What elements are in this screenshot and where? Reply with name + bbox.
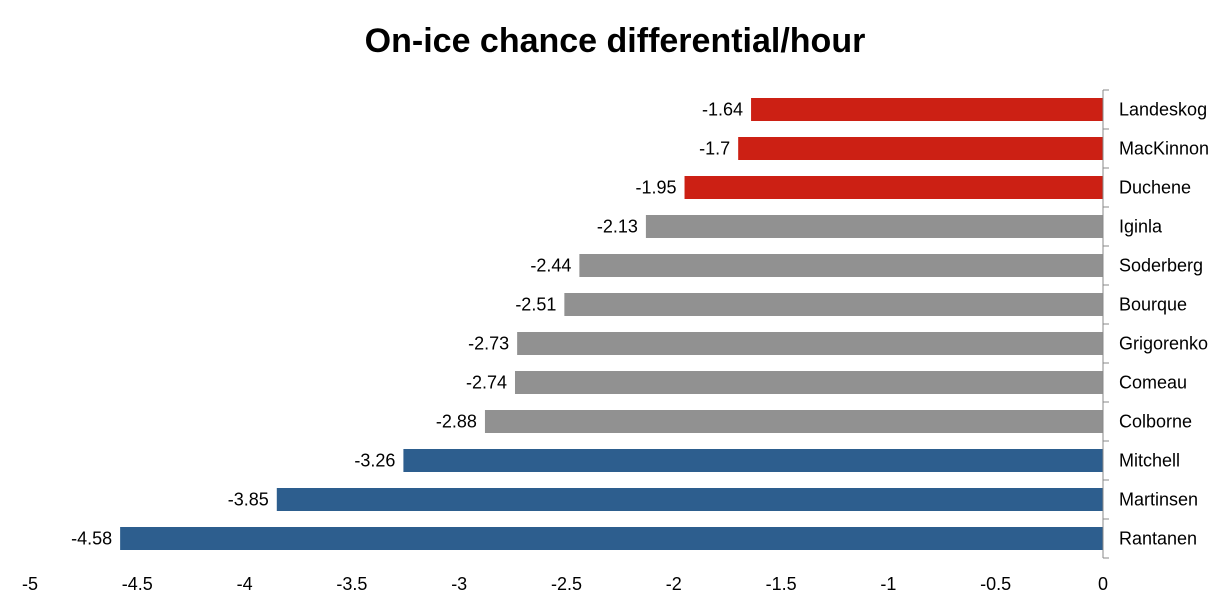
x-tick-label: -3: [451, 574, 467, 594]
category-label-bourque: Bourque: [1119, 295, 1187, 315]
bar-soderberg: [579, 254, 1103, 277]
category-label-soderberg: Soderberg: [1119, 256, 1203, 276]
value-label-landeskog: -1.64: [702, 100, 743, 120]
bar-duchene: [684, 176, 1103, 199]
bar-colborne: [484, 410, 1103, 433]
value-label-duchene: -1.95: [635, 178, 676, 198]
value-label-comeau: -2.74: [466, 373, 507, 393]
bar-landeskog: [751, 98, 1103, 121]
x-tick-label: -4.5: [122, 574, 153, 594]
chart-title: On-ice chance differential/hour: [364, 22, 866, 60]
x-tick-label: -5: [22, 574, 38, 594]
value-label-grigorenko: -2.73: [468, 334, 509, 354]
value-label-iginla: -2.13: [597, 217, 638, 237]
x-tick-label: -0.5: [980, 574, 1011, 594]
value-label-soderberg: -2.44: [530, 256, 571, 276]
bar-iginla: [645, 215, 1103, 238]
bar-martinsen: [276, 488, 1103, 511]
value-axis-tick-labels: -5 -4.5 -4 -3.5 -3 -2.5 -2 -1.5 -1 -0.5 0: [22, 574, 1108, 594]
bar-comeau: [514, 371, 1103, 394]
value-label-mitchell: -3.26: [354, 451, 395, 471]
category-axis-ticks: [1103, 89, 1109, 559]
category-label-martinsen: Martinsen: [1119, 490, 1198, 510]
bars-group: [120, 98, 1103, 550]
bar-bourque: [564, 293, 1103, 316]
x-tick-label: -1.5: [766, 574, 797, 594]
value-label-mackinnon: -1.7: [699, 139, 730, 159]
x-tick-label: -2: [666, 574, 682, 594]
x-tick-label: 0: [1098, 574, 1108, 594]
x-tick-label: -1: [880, 574, 896, 594]
value-label-bourque: -2.51: [515, 295, 556, 315]
category-labels-group: Landeskog MacKinnon Duchene Iginla Soderberg…: [1119, 100, 1209, 549]
category-label-mitchell: Mitchell: [1119, 451, 1180, 471]
x-tick-label: -4: [237, 574, 253, 594]
value-label-colborne: -2.88: [436, 412, 477, 432]
x-tick-label: -3.5: [336, 574, 367, 594]
category-label-mackinnon: MacKinnon: [1119, 139, 1209, 159]
value-label-rantanen: -4.58: [71, 529, 112, 549]
category-label-colborne: Colborne: [1119, 412, 1192, 432]
bar-grigorenko: [517, 332, 1103, 355]
category-label-comeau: Comeau: [1119, 373, 1187, 393]
value-labels-group: -1.64 -1.7 -1.95 -2.13 -2.44 -2.51 -2.73 -2.74 -…: [71, 100, 743, 549]
value-label-martinsen: -3.85: [228, 490, 269, 510]
category-label-landeskog: Landeskog: [1119, 100, 1207, 120]
bar-mackinnon: [738, 137, 1103, 160]
category-label-grigorenko: Grigorenko: [1119, 334, 1208, 354]
x-tick-label: -2.5: [551, 574, 582, 594]
category-label-duchene: Duchene: [1119, 178, 1191, 198]
category-label-rantanen: Rantanen: [1119, 529, 1197, 549]
bar-mitchell: [403, 449, 1103, 472]
bar-rantanen: [120, 527, 1103, 550]
category-label-iginla: Iginla: [1119, 217, 1163, 237]
